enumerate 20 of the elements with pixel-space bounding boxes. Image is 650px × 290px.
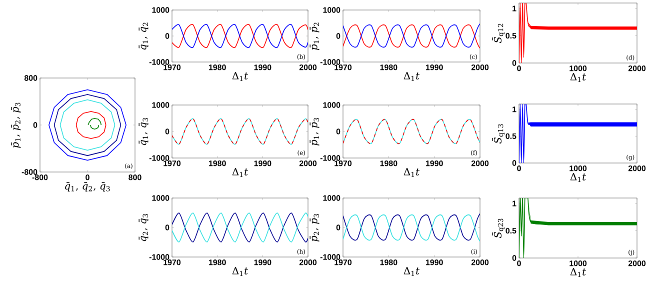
x-axis-title: Δ$_{1}$t <box>570 268 586 278</box>
x-axis-title: q̄$_{1}$, q̄$_{2}$, q̄$_{3}$ <box>65 182 110 192</box>
y-axis-title: q̄$_{1}$, q̄$_{3}$ <box>138 118 148 146</box>
x-axis-title: Δ$_{1}$t <box>232 168 248 178</box>
y-axis-title: S̄$_{q12}$ <box>492 24 505 44</box>
y-axis-title: S̄$_{q23}$ <box>492 218 505 238</box>
y-axis-title: q̄$_{2}$, q̄$_{3}$ <box>138 214 148 242</box>
y-axis-title: p̄$_{1}$, p̄$_{2}$, p̄$_{3}$ <box>11 102 21 148</box>
y-axis-title: p̄$_{2}$, p̄$_{3}$ <box>310 214 320 242</box>
x-axis-title: Δ$_{1}$t <box>404 267 420 276</box>
x-axis-title: Δ$_{1}$t <box>232 72 248 82</box>
x-axis-title: Δ$_{1}$t <box>404 72 420 82</box>
y-axis-title: p̄$_{1}$, p̄$_{3}$ <box>310 118 320 146</box>
x-axis-title: Δ$_{1}$t <box>404 168 420 178</box>
x-axis-title: Δ$_{1}$t <box>570 73 586 82</box>
x-axis-title: Δ$_{1}$t <box>232 267 248 276</box>
y-axis-title: S̄$_{q13}$ <box>492 124 505 144</box>
y-axis-title: p̄$_{1}$, p̄$_{2}$ <box>310 22 320 50</box>
x-axis-title: Δ$_{1}$t <box>570 173 586 182</box>
y-axis-title: q̄$_{1}$, q̄$_{2}$ <box>138 22 148 50</box>
